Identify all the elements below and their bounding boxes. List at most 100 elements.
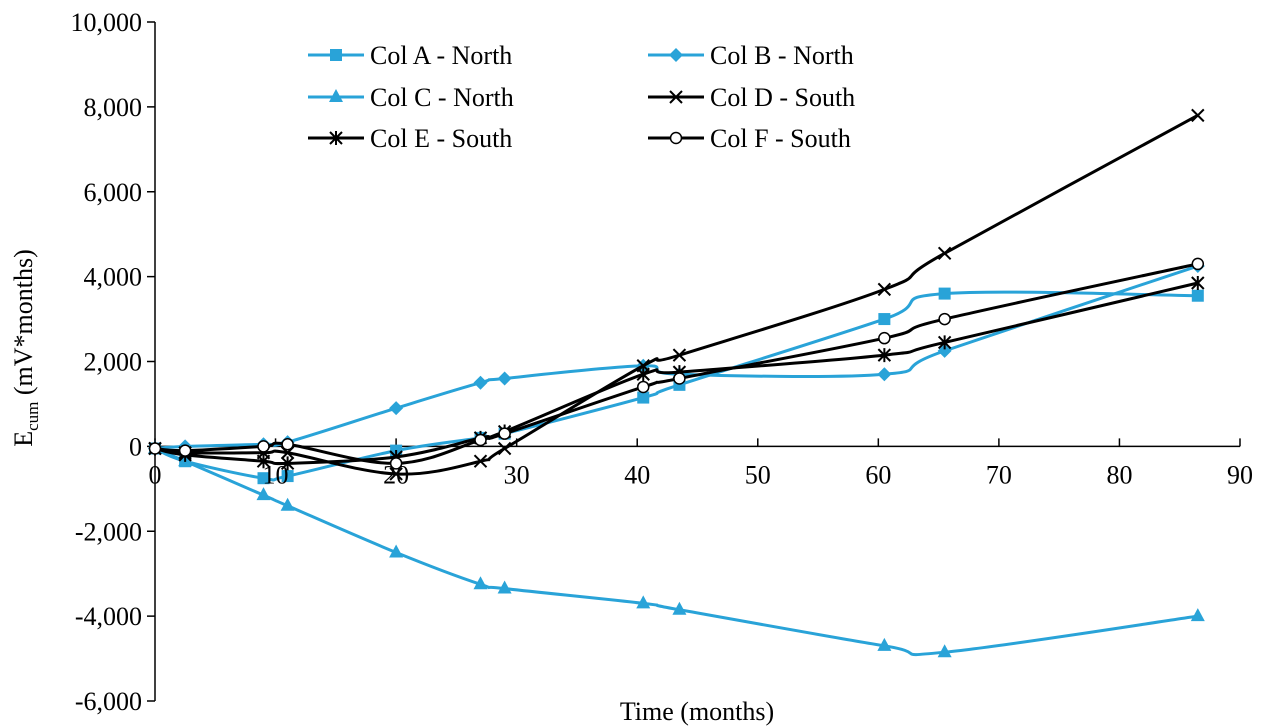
y-axis-title-rest: (mV*months)	[9, 249, 38, 401]
data-point	[280, 497, 295, 511]
legend-label: Col A - North	[370, 41, 512, 70]
tick-labels: -6,000-4,000-2,00002,0004,0006,0008,0001…	[71, 8, 1254, 716]
y-axis-title-subscript: cum	[23, 402, 42, 431]
data-point	[474, 433, 487, 447]
data-point	[637, 380, 650, 394]
data-point	[281, 470, 294, 483]
y-tick-label: 6,000	[84, 178, 143, 207]
data-point	[498, 427, 511, 440]
data-point	[636, 367, 650, 382]
data-point	[877, 348, 892, 363]
axes	[147, 21, 1241, 702]
data-point	[877, 282, 892, 297]
y-tick-label: 2,000	[84, 348, 143, 377]
x-tick-label: 10	[263, 460, 289, 489]
y-tick-label: -2,000	[75, 517, 142, 546]
data-point	[878, 331, 891, 345]
data-point	[877, 367, 892, 382]
data-point	[937, 335, 952, 350]
legend-label: Col B - North	[710, 41, 854, 70]
data-point	[389, 544, 404, 558]
series-line	[154, 447, 1199, 657]
data-point	[178, 444, 192, 457]
data-point	[389, 467, 403, 481]
data-point	[672, 348, 687, 362]
data-point	[256, 487, 271, 501]
data-point	[1191, 108, 1205, 123]
data-point	[877, 637, 892, 651]
data-point	[672, 601, 687, 615]
series-4	[148, 108, 1205, 481]
x-tick-label: 30	[504, 460, 530, 489]
legend-item: Col B - North	[648, 41, 854, 70]
legend-item: Col F - South	[648, 124, 851, 153]
legend-label: Col F - South	[710, 124, 851, 153]
data-point	[473, 454, 488, 468]
data-point	[473, 576, 488, 590]
y-axis-title-base: E	[9, 431, 38, 447]
data-point	[937, 644, 952, 658]
data-point	[257, 472, 270, 485]
data-point	[938, 312, 951, 326]
legend-marker	[330, 49, 342, 61]
data-point	[280, 456, 295, 471]
legend-label: Col D - South	[710, 83, 855, 112]
series-line	[154, 114, 1199, 476]
legend-marker	[669, 131, 683, 145]
legend-marker	[329, 89, 343, 102]
series-5	[148, 275, 1205, 471]
data-point	[878, 313, 891, 326]
data-point	[497, 371, 512, 386]
data-point	[937, 246, 952, 260]
x-tick-label: 40	[624, 460, 650, 489]
data-point	[497, 441, 512, 456]
legend-item: Col A - North	[308, 41, 512, 70]
data-point	[389, 457, 403, 470]
series-line	[154, 281, 1199, 466]
x-tick-label: 90	[1227, 460, 1253, 489]
x-tick-label: 20	[383, 460, 409, 489]
series-6	[148, 257, 1205, 470]
legend-marker	[669, 90, 683, 104]
y-tick-label: 0	[129, 432, 142, 461]
data-point	[938, 287, 951, 300]
y-axis-title: Ecum (mV*months)	[9, 249, 42, 447]
legend-label: Col E - South	[370, 124, 512, 153]
data-point	[937, 343, 952, 358]
y-tick-label: 8,000	[84, 93, 143, 122]
data-point	[1191, 275, 1205, 290]
data-point	[256, 454, 271, 469]
y-tick-label: 4,000	[84, 263, 143, 292]
legend-item: Col C - North	[308, 83, 514, 112]
y-tick-label: -4,000	[75, 602, 142, 631]
data-point	[1191, 289, 1204, 302]
data-point	[497, 580, 512, 594]
data-point	[281, 438, 294, 451]
legend-item: Col D - South	[648, 83, 855, 112]
data-point	[389, 401, 404, 416]
x-tick-label: 60	[865, 460, 891, 489]
x-tick-label: 50	[745, 460, 771, 489]
x-tick-label: 80	[1106, 460, 1132, 489]
legend-label: Col C - North	[370, 83, 514, 112]
legend-marker	[329, 131, 343, 145]
legend: Col A - North Col B - North Col C - North C…	[308, 41, 855, 153]
y-tick-label: 10,000	[71, 8, 143, 37]
series-line	[154, 262, 1199, 465]
series-layer	[148, 108, 1205, 658]
x-axis-title: Time (months)	[620, 697, 774, 726]
x-tick-label: 0	[149, 460, 162, 489]
data-point	[148, 442, 162, 455]
legend-marker	[669, 48, 683, 62]
data-point	[473, 375, 488, 390]
x-tick-label: 70	[986, 460, 1012, 489]
data-point	[1190, 608, 1205, 622]
y-tick-label: -6,000	[75, 687, 142, 716]
data-point	[257, 440, 270, 453]
data-point	[636, 595, 651, 609]
data-point	[673, 372, 686, 385]
legend-item: Col E - South	[308, 124, 512, 153]
data-point	[637, 391, 650, 404]
data-point	[1191, 257, 1205, 271]
